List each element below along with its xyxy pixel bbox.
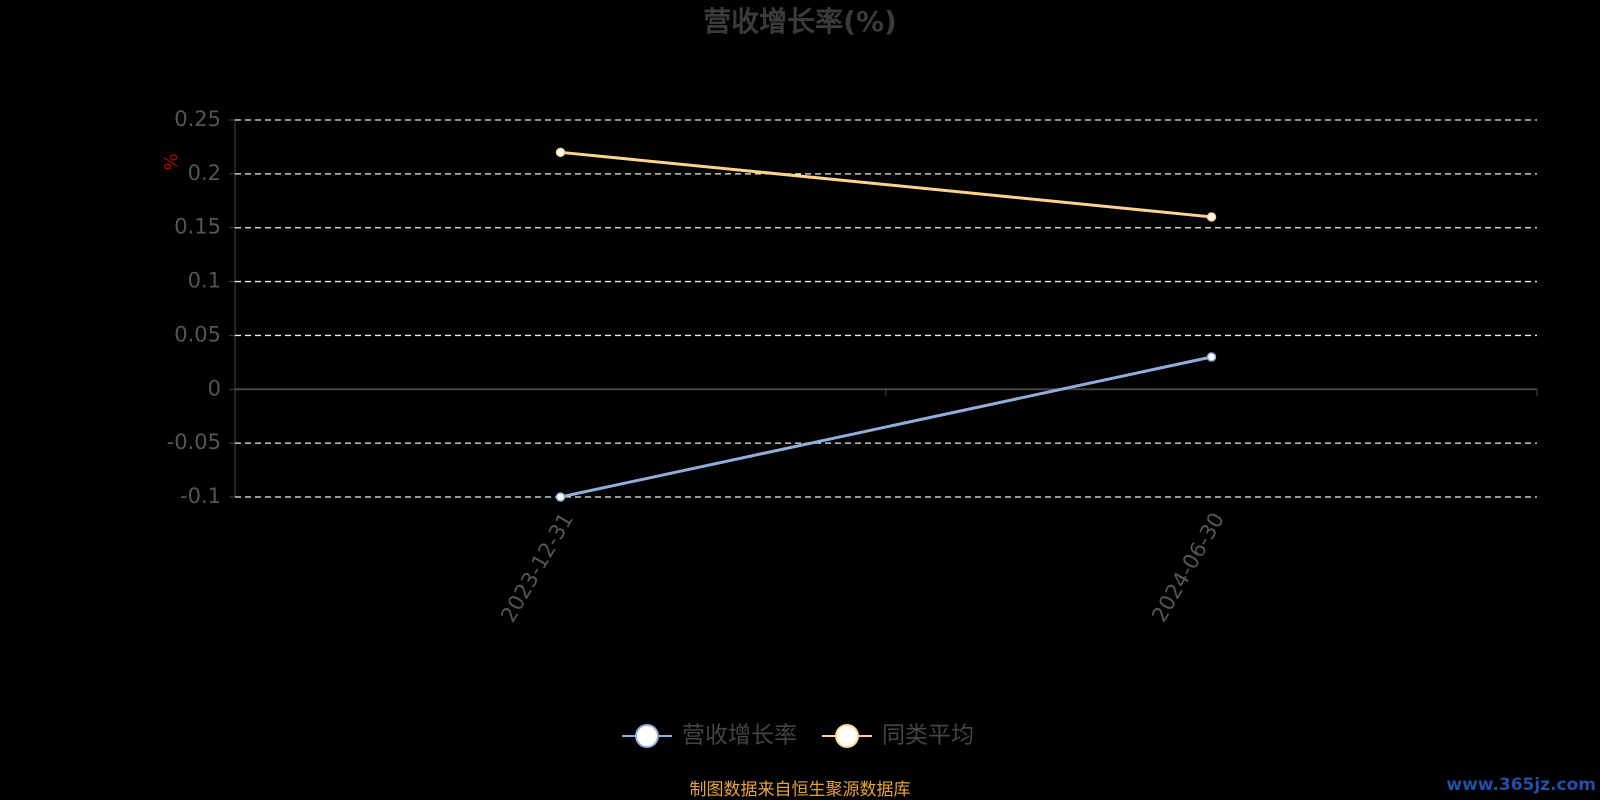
y-tick-label: 0.05 bbox=[174, 322, 221, 346]
y-tick-label: 0.1 bbox=[188, 269, 221, 293]
y-tick-label: 0.15 bbox=[174, 215, 221, 239]
legend-marker bbox=[835, 724, 859, 748]
data-point bbox=[555, 492, 566, 502]
series-line bbox=[560, 355, 1212, 499]
watermark: www.365jz.com bbox=[1446, 775, 1596, 795]
legend-label: 同类平均 bbox=[882, 723, 974, 749]
y-tick-label: 0.2 bbox=[188, 161, 221, 185]
y-axis-label: % bbox=[161, 153, 182, 170]
y-tick-label: 0.25 bbox=[174, 107, 221, 131]
y-tick-label: -0.05 bbox=[167, 430, 221, 454]
data-point bbox=[555, 147, 566, 158]
legend-label: 营收增长率 bbox=[682, 723, 797, 749]
chart-title: 营收增长率(%) bbox=[703, 5, 897, 38]
data-point bbox=[1206, 212, 1217, 222]
y-tick-label: 0 bbox=[208, 376, 221, 400]
source-note: 制图数据来自恒生聚源数据库 bbox=[690, 780, 911, 800]
data-point bbox=[1206, 352, 1217, 362]
series-line bbox=[560, 150, 1212, 219]
y-tick-label: -0.1 bbox=[180, 484, 221, 508]
legend-marker bbox=[635, 724, 659, 748]
